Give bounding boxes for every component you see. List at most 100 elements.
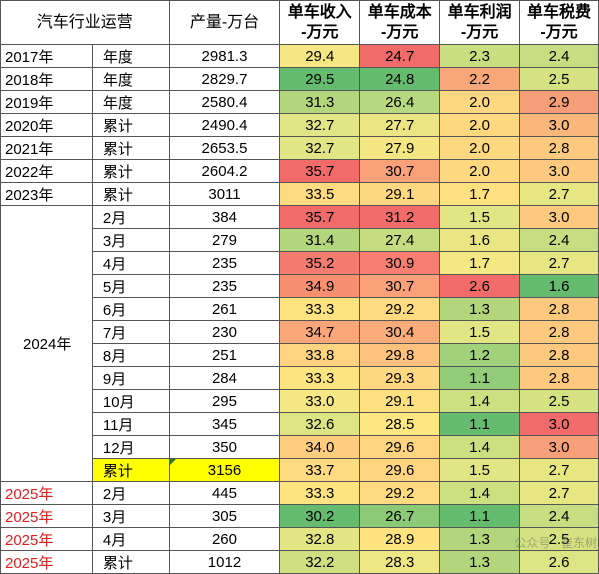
- revenue-cell: 31.4: [279, 228, 361, 252]
- production-cell: 2490.4: [168, 113, 281, 137]
- tax-cell: 2.4: [519, 504, 599, 528]
- tax-cell: 3.0: [519, 435, 599, 459]
- tax-cell: 3.0: [519, 412, 599, 436]
- cost-cell: 26.7: [359, 504, 441, 528]
- cost-cell: 31.2: [359, 205, 441, 229]
- table-row: 2017年 年度 2981.3 29.4 24.7 2.3 2.4: [0, 44, 599, 68]
- profit-cell: 1.6: [439, 228, 521, 252]
- revenue-cell: 33.8: [279, 343, 361, 367]
- profit-cell: 1.1: [439, 366, 521, 390]
- revenue-cell: 32.7: [279, 113, 361, 137]
- cost-cell: 30.4: [359, 320, 441, 344]
- cost-header-line: -万元: [381, 23, 419, 41]
- period-cell: 4月: [91, 251, 170, 275]
- period-cell: 累计: [91, 458, 170, 482]
- cost-cell: 29.2: [359, 481, 441, 505]
- profit-cell: 1.5: [439, 320, 521, 344]
- table-row: 2025年 2月 445 33.3 29.2 1.4 2.7: [0, 481, 599, 505]
- tax-cell: 2.8: [519, 320, 599, 344]
- cost-header: 单车成本 -万元: [359, 0, 441, 45]
- table-row: 2024年 2月 384 35.7 31.2 1.5 3.0: [0, 205, 599, 482]
- profit-header: 单车利润 -万元: [439, 0, 521, 45]
- profit-cell: 1.3: [439, 550, 521, 574]
- table-row: 3月 279 31.4 27.4 1.6 2.4: [1, 228, 599, 252]
- tax-cell: 2.4: [519, 228, 599, 252]
- revenue-cell: 33.3: [279, 297, 361, 321]
- production-cell: 345: [168, 412, 281, 436]
- profit-cell: 1.4: [439, 389, 521, 413]
- year-cell: 2025年: [0, 550, 93, 574]
- cost-cell: 26.4: [359, 90, 441, 114]
- cost-cell: 30.7: [359, 274, 441, 298]
- period-cell: 累计: [91, 550, 170, 574]
- period-cell: 年度: [91, 44, 170, 68]
- revenue-cell: 32.7: [279, 136, 361, 160]
- period-cell: 累计: [91, 182, 170, 206]
- tax-cell: 3.0: [519, 205, 599, 229]
- production-cell: 3011: [168, 182, 281, 206]
- year-cell: 2020年: [0, 113, 93, 137]
- table-row: 2021年 累计 2653.5 32.7 27.9 2.0 2.8: [0, 136, 599, 160]
- cost-cell: 30.9: [359, 251, 441, 275]
- period-cell: 4月: [91, 527, 170, 551]
- tax-cell: 1.6: [519, 274, 599, 298]
- production-cell: 2580.4: [168, 90, 281, 114]
- production-cell: 260: [168, 527, 281, 551]
- period-cell: 2月: [91, 481, 170, 505]
- production-cell: 295: [168, 389, 281, 413]
- profit-cell: 1.7: [439, 251, 521, 275]
- comment-marker-icon: [170, 459, 176, 465]
- profit-cell: 1.1: [439, 504, 521, 528]
- revenue-cell: 35.2: [279, 251, 361, 275]
- production-cell: 2829.7: [168, 67, 281, 91]
- revenue-cell: 32.8: [279, 527, 361, 551]
- profit-cell: 1.7: [439, 182, 521, 206]
- table-row: 6月 261 33.3 29.2 1.3 2.8: [1, 297, 599, 321]
- table-row: 11月 345 32.6 28.5 1.1 3.0: [1, 412, 599, 436]
- table-row: 2020年 累计 2490.4 32.7 27.7 2.0 3.0: [0, 113, 599, 137]
- tax-header: 单车税费 -万元: [519, 0, 599, 45]
- year-cell-merged: 2024年: [0, 205, 93, 482]
- profit-cell: 1.4: [439, 435, 521, 459]
- tax-cell: 2.7: [519, 182, 599, 206]
- tax-cell: 2.6: [519, 550, 599, 574]
- cost-cell: 27.4: [359, 228, 441, 252]
- production-cell: 279: [168, 228, 281, 252]
- production-cell: 235: [168, 274, 281, 298]
- period-cell: 累计: [91, 136, 170, 160]
- tax-header-line: -万元: [540, 23, 578, 41]
- production-cell: 384: [168, 205, 281, 229]
- profit-cell: 1.5: [439, 458, 521, 482]
- revenue-cell: 33.3: [279, 481, 361, 505]
- cost-cell: 29.8: [359, 343, 441, 367]
- period-cell: 累计: [91, 159, 170, 183]
- table-row: 5月 235 34.9 30.7 2.6 1.6: [1, 274, 599, 298]
- revenue-cell: 35.7: [279, 205, 361, 229]
- profit-cell: 2.6: [439, 274, 521, 298]
- cost-cell: 27.7: [359, 113, 441, 137]
- revenue-cell: 29.4: [279, 44, 361, 68]
- cost-cell: 29.6: [359, 458, 441, 482]
- cost-cell: 29.3: [359, 366, 441, 390]
- period-cell: 2月: [91, 205, 170, 229]
- profit-cell: 1.3: [439, 297, 521, 321]
- period-cell: 年度: [91, 67, 170, 91]
- table-title: 汽车行业运营: [0, 0, 170, 45]
- cost-cell: 24.8: [359, 67, 441, 91]
- production-cell: 2981.3: [168, 44, 281, 68]
- period-cell: 累计: [91, 113, 170, 137]
- year-cell: 2021年: [0, 136, 93, 160]
- cost-cell: 28.5: [359, 412, 441, 436]
- period-cell: 10月: [91, 389, 170, 413]
- period-cell: 11月: [91, 412, 170, 436]
- profit-cell: 2.0: [439, 136, 521, 160]
- profit-cell: 1.5: [439, 205, 521, 229]
- year-cell: 2025年: [0, 481, 93, 505]
- production-cell: 2653.5: [168, 136, 281, 160]
- tax-cell: 2.7: [519, 458, 599, 482]
- period-cell: 3月: [91, 228, 170, 252]
- production-header: 产量-万台: [168, 0, 281, 45]
- year-cell: 2017年: [0, 44, 93, 68]
- period-cell: 8月: [91, 343, 170, 367]
